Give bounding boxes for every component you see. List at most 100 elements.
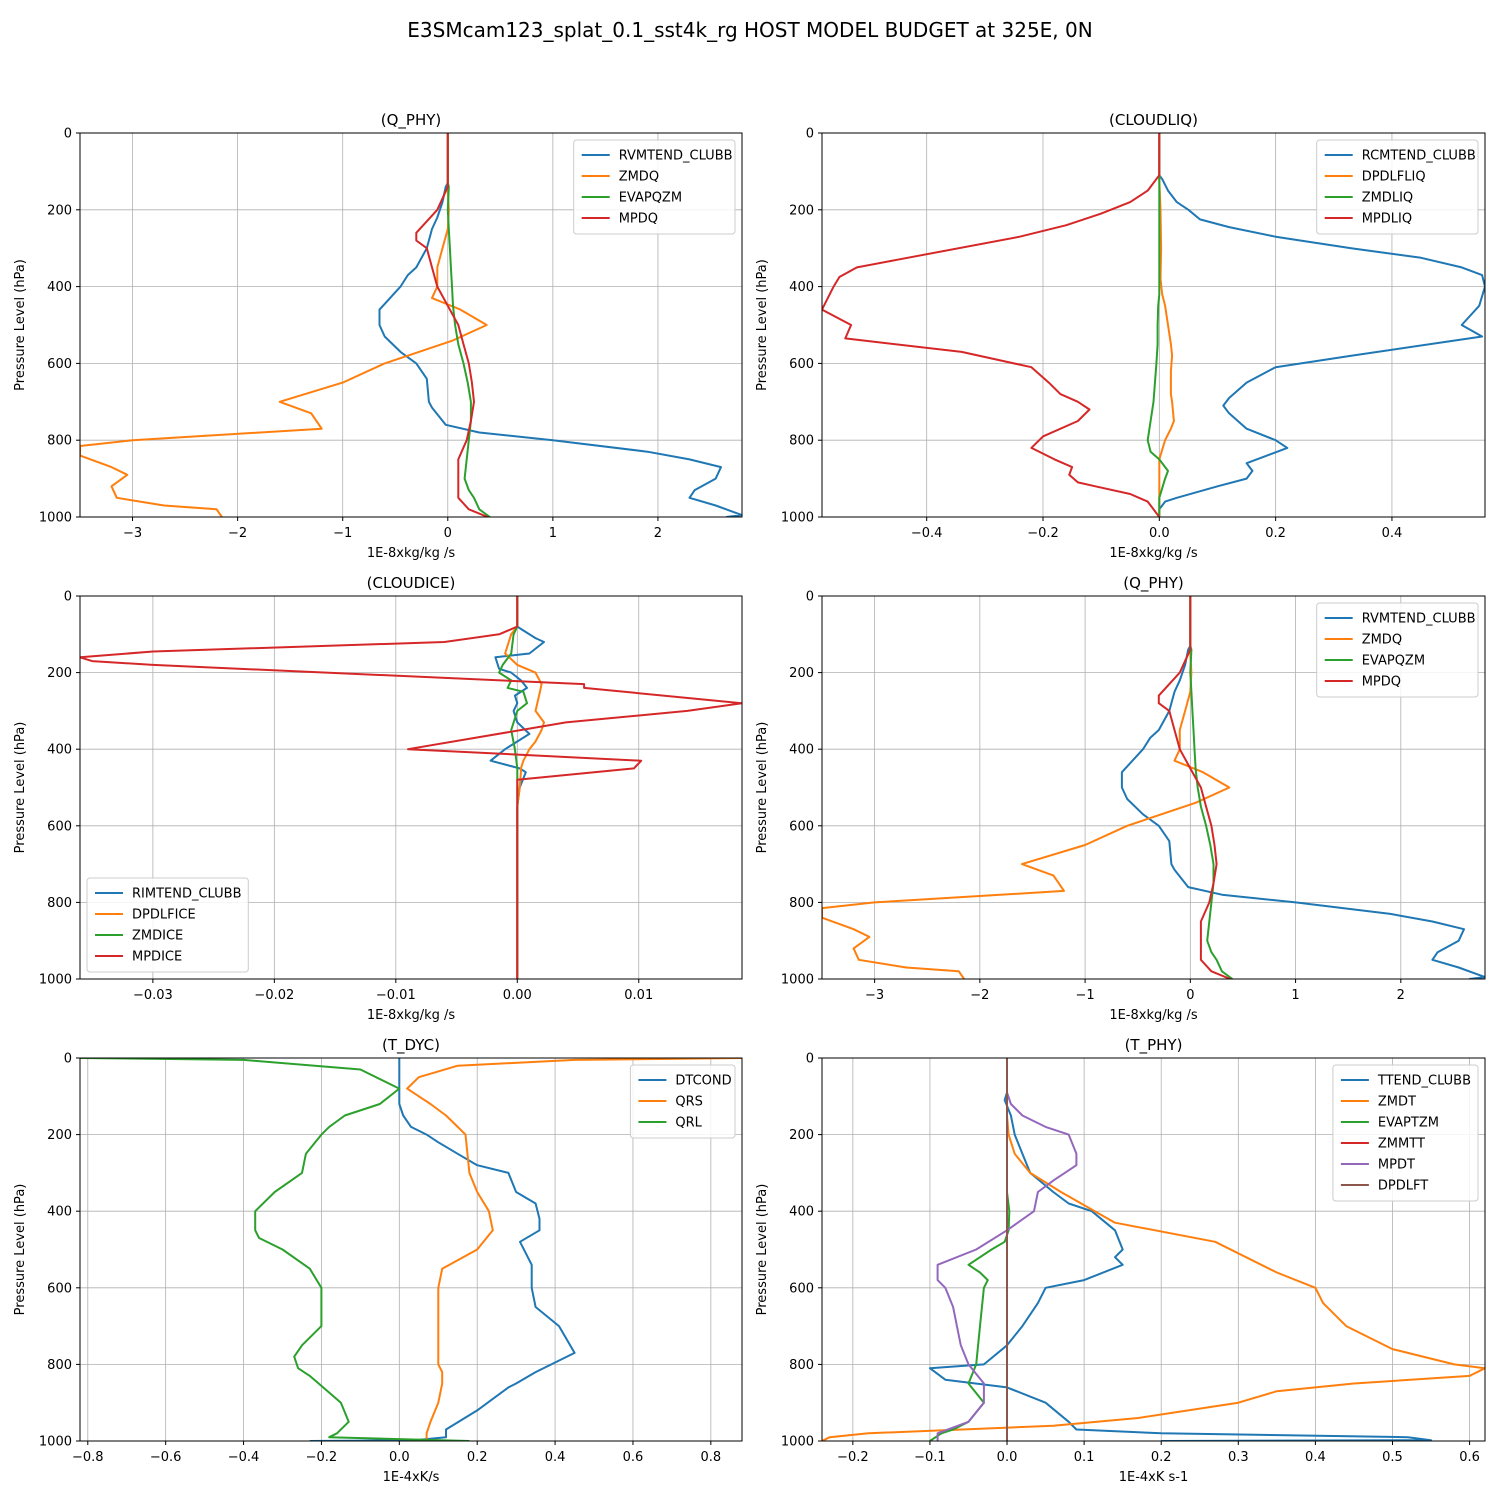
legend-entry: QRS <box>675 1095 703 1110</box>
x-tick-label: 0.6 <box>623 1450 644 1465</box>
x-tick-label: −0.2 <box>306 1450 338 1465</box>
panel-2: −0.4 −0.2 0.0 0.2 0.4 0 200 400 600 800 1000 (CLOUD… <box>755 111 1486 561</box>
series-line-zmdt <box>822 1058 1485 1441</box>
y-tick-label: 0 <box>64 1052 72 1067</box>
y-axis-label: Pressure Level (hPa) <box>13 259 28 391</box>
legend-entry: EVAPQZM <box>619 191 682 206</box>
panel-1: −3 −2 −1 0 1 2 0 200 400 600 800 1000 (Q_PHY) 1E-8xkg… <box>13 111 743 561</box>
legend-entry: MPDICE <box>132 950 182 965</box>
series-line-dpdlfliq <box>1158 133 1175 517</box>
series-line-zmdliq <box>1146 133 1169 517</box>
series-line-qrs <box>406 1058 742 1441</box>
legend-entry: MPDQ <box>1362 675 1401 690</box>
y-tick-label: 0 <box>64 590 72 605</box>
x-tick-label: −0.03 <box>133 988 173 1003</box>
axes-frame <box>79 132 743 518</box>
x-tick-label: 0.6 <box>1459 1450 1480 1465</box>
x-tick-label: 1 <box>1291 988 1299 1003</box>
axes-frame <box>821 132 1486 518</box>
y-axis-label: Pressure Level (hPa) <box>755 722 770 854</box>
legend-entry: MPDT <box>1378 1158 1415 1173</box>
y-tick-label: 1000 <box>39 511 72 526</box>
legend-entry: ZMMTT <box>1378 1137 1425 1152</box>
series-line-evapqzm <box>446 133 491 517</box>
legend-entry: EVAPQZM <box>1362 654 1425 669</box>
y-tick-label: 200 <box>789 666 814 681</box>
axes-frame <box>821 595 1486 980</box>
x-tick-label: 0.2 <box>1265 526 1286 541</box>
y-axis-label: Pressure Level (hPa) <box>13 722 28 854</box>
legend-box <box>1316 139 1479 235</box>
legend: RCMTEND_CLUBB DPDLFLIQ ZMDLIQ MPDLIQ <box>1316 139 1479 235</box>
legend-entry: ZMDQ <box>1362 633 1402 648</box>
series-line-zmdq <box>80 133 488 517</box>
y-tick-label: 200 <box>47 1128 72 1143</box>
series-line-dpdlfice <box>504 596 545 979</box>
y-tick-label: 600 <box>47 357 72 372</box>
series-group <box>80 133 742 517</box>
legend: RVMTEND_CLUBB ZMDQ EVAPQZM MPDQ <box>1316 602 1479 698</box>
legend-entry: RVMTEND_CLUBB <box>1362 612 1476 627</box>
x-tick-label: −0.8 <box>72 1450 104 1465</box>
x-tick-label: 0 <box>1186 988 1194 1003</box>
series-line-mpdq <box>415 133 489 517</box>
legend-box <box>1316 602 1479 698</box>
legend-box <box>629 1064 736 1139</box>
x-axis-label: 1E-8xkg/kg /s <box>1109 1008 1198 1023</box>
legend-entry: ZMDQ <box>619 170 659 185</box>
x-tick-label: −2 <box>970 988 989 1003</box>
x-tick-label: −0.6 <box>150 1450 182 1465</box>
y-tick-label: 1000 <box>781 511 814 526</box>
y-tick-label: 600 <box>47 819 72 834</box>
x-tick-label: −0.4 <box>911 526 943 541</box>
legend-entry: ZMDLIQ <box>1362 191 1413 206</box>
y-tick-label: 800 <box>789 434 814 449</box>
x-tick-label: 0.2 <box>1151 1450 1172 1465</box>
y-tick-label: 400 <box>789 1205 814 1220</box>
y-tick-label: 400 <box>47 280 72 295</box>
y-axis-label: Pressure Level (hPa) <box>755 259 770 391</box>
x-tick-label: 0.0 <box>389 1450 410 1465</box>
x-tick-label: −0.1 <box>914 1450 946 1465</box>
legend: RIMTEND_CLUBB DPDLFICE ZMDICE MPDICE <box>86 877 249 973</box>
series-group <box>822 1058 1485 1441</box>
y-tick-label: 0 <box>64 127 72 142</box>
y-tick-label: 600 <box>789 819 814 834</box>
y-tick-label: 200 <box>789 203 814 218</box>
panel-title: (T_PHY) <box>1125 1036 1183 1055</box>
panel-3: −0.03 −0.02 −0.01 0.00 0.01 0 200 400 600 800 1000… <box>13 574 743 1023</box>
x-tick-label: 0.4 <box>1382 526 1403 541</box>
panel-5: −0.8 −0.6 −0.4 −0.2 0.0 0.2 0.4 0.6 0.8 0 200 400 60… <box>13 1036 743 1485</box>
x-tick-label: 0.5 <box>1382 1450 1403 1465</box>
series-line-mpdt <box>936 1058 1078 1441</box>
x-tick-label: −2 <box>228 526 247 541</box>
y-tick-label: 1000 <box>39 1435 72 1450</box>
x-tick-label: −3 <box>865 988 884 1003</box>
x-axis-label: 1E-4xK s-1 <box>1119 1470 1189 1485</box>
series-line-rcmtend_clubb <box>1158 133 1485 517</box>
y-tick-label: 400 <box>789 743 814 758</box>
legend-entry: MPDQ <box>619 212 658 227</box>
legend-entry: EVAPTZM <box>1378 1116 1439 1131</box>
series-line-mpdliq <box>822 133 1161 517</box>
series-line-rimtend_clubb <box>489 596 545 979</box>
legend-entry: DPDLFLIQ <box>1362 170 1426 185</box>
series-line-mpdq <box>1157 596 1231 979</box>
x-tick-label: −1 <box>1076 988 1095 1003</box>
x-tick-label: 2 <box>1397 988 1405 1003</box>
y-tick-label: 0 <box>806 590 814 605</box>
y-tick-label: 400 <box>789 280 814 295</box>
x-tick-label: 0.0 <box>1149 526 1170 541</box>
x-axis-label: 1E-8xkg/kg /s <box>367 546 456 561</box>
panels: −3 −2 −1 0 1 202004006008001000(Q_PHY)1E-8xkg… <box>13 111 1486 1485</box>
y-tick-label: 1000 <box>39 973 72 988</box>
y-tick-label: 400 <box>47 743 72 758</box>
y-axis-label: Pressure Level (hPa) <box>755 1184 770 1316</box>
series-line-evapqzm <box>1189 596 1233 979</box>
x-tick-label: 0 <box>444 526 452 541</box>
panel-title: (CLOUDICE) <box>367 574 456 592</box>
series-line-zmdq <box>822 596 1231 979</box>
series-group <box>80 1058 742 1441</box>
